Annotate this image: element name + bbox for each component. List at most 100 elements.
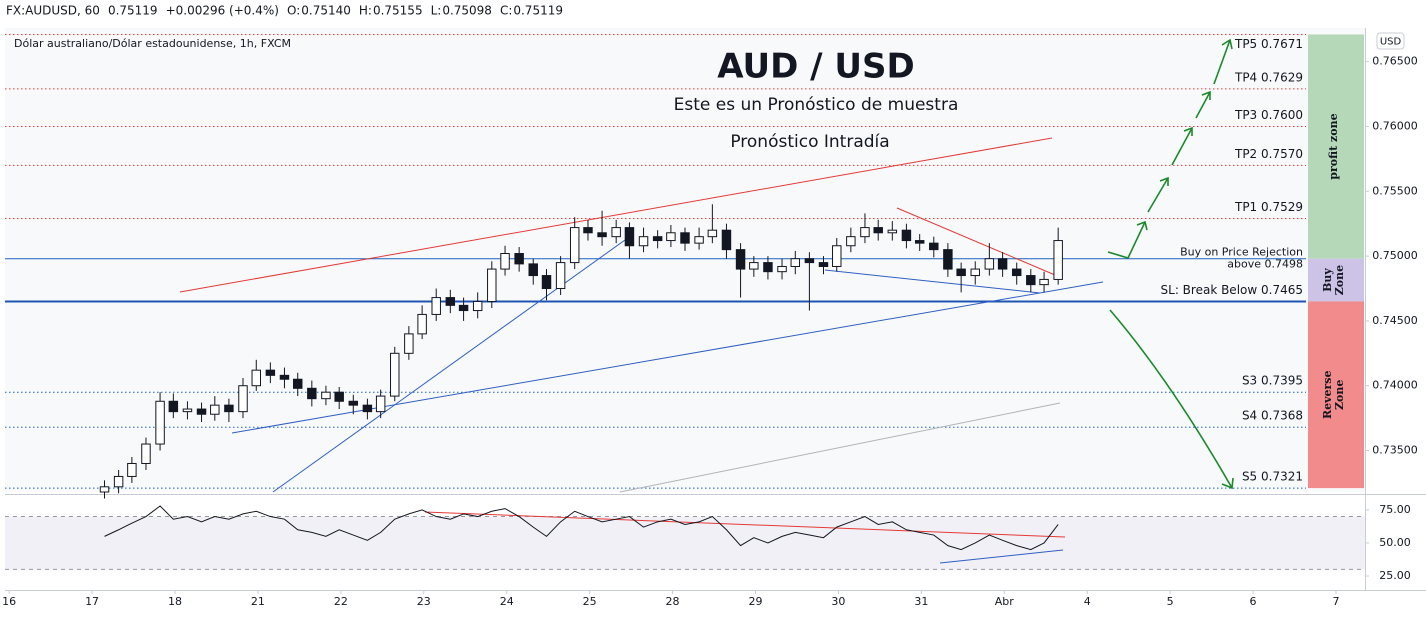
zone-label: Zone [1333, 380, 1346, 410]
candle-body [321, 391, 331, 400]
level-label: TP1 0.7529 [1234, 200, 1303, 214]
zone [1308, 301, 1364, 489]
x-tick-label: 28 [666, 595, 680, 608]
candle-body [1053, 240, 1063, 280]
chart-subtitle: Este es un Pronóstico de muestra [674, 95, 959, 115]
candle-body [458, 304, 469, 312]
arrow-head [1221, 477, 1234, 490]
level-label: S3 0.7395 [1242, 374, 1303, 388]
level-label: TP4 0.7629 [1234, 70, 1303, 84]
trendline [896, 207, 1056, 276]
candle-body [404, 333, 414, 354]
candle-body [445, 297, 456, 306]
y-tick-label: 0.75500 [1372, 184, 1418, 197]
price-change: +0.00296 (+0.4%) [166, 4, 279, 18]
candle-body [873, 227, 883, 234]
rsi-trendline [939, 549, 1064, 564]
x-tick-label: 5 [1167, 595, 1174, 608]
candle-body [887, 229, 898, 234]
candle-body [307, 387, 317, 400]
level-label: TP2 0.7570 [1234, 147, 1303, 161]
trendline [619, 402, 1061, 493]
x-tick-label: 6 [1250, 595, 1257, 608]
candle-body [155, 400, 165, 445]
candle-body [541, 275, 552, 290]
x-tick-label: 25 [583, 595, 597, 608]
trendline [824, 269, 1041, 294]
candle-body [914, 240, 925, 244]
x-tick-label: 18 [168, 595, 182, 608]
candle-body [168, 400, 179, 413]
candle-body [804, 258, 815, 264]
ohlc-label: L: [431, 4, 442, 18]
candle-body [721, 229, 732, 251]
currency-box[interactable] [1376, 32, 1405, 50]
candle-body [846, 236, 856, 247]
candle-body [652, 236, 663, 242]
x-tick-label: 24 [500, 595, 514, 608]
ohlc-label: O: [287, 4, 300, 18]
y-tick-label: 0.73500 [1372, 444, 1418, 457]
level-label: above 0.7498 [1227, 258, 1303, 271]
candle-body [638, 236, 649, 247]
candle-body [99, 486, 110, 493]
candle-body [362, 404, 373, 413]
currency-label[interactable]: USD [1380, 37, 1402, 48]
candle-body [390, 352, 400, 397]
level-label: TP3 0.7600 [1234, 108, 1303, 122]
candle-body [431, 297, 441, 315]
candle-body [777, 265, 787, 273]
candle-body [956, 268, 966, 277]
arrow-path [1147, 177, 1169, 213]
trendline [272, 239, 626, 493]
y-tick-label: 0.74500 [1372, 314, 1418, 327]
candle-body [348, 400, 359, 406]
candle-body [818, 262, 829, 267]
candle-body [970, 268, 980, 277]
candle-body [707, 229, 718, 238]
candle-body [860, 227, 870, 238]
y-tick-label: 0.76000 [1372, 120, 1418, 133]
x-tick-label: 29 [748, 595, 762, 608]
trendline [179, 137, 1053, 293]
candle-body [832, 245, 842, 267]
zone-label: Zone [1333, 265, 1346, 295]
candle-body [238, 385, 248, 413]
rsi-y-tick-label: 25.00 [1379, 569, 1411, 582]
level-label: S5 0.7321 [1242, 470, 1303, 484]
candle-body [251, 369, 261, 387]
candle-body [735, 249, 746, 270]
candle-body [597, 232, 607, 238]
ohlc-value: 0.75155 [373, 4, 423, 18]
forecast-arrows [1107, 38, 1234, 490]
candles-layer [99, 204, 1063, 551]
candle-body [196, 408, 207, 415]
candle-body [127, 462, 137, 477]
x-tick-label: 16 [2, 595, 16, 608]
candle-body [624, 227, 635, 247]
level-label: SL: Break Below 0.7465 [1161, 283, 1303, 297]
rsi-y-tick-label: 75.00 [1379, 503, 1411, 516]
level-note: Buy on Price Rejection [1180, 246, 1303, 259]
level-label: TP5 0.7671 [1234, 37, 1303, 51]
arrow-path [1195, 91, 1211, 119]
arrow-head [1183, 126, 1193, 136]
ohlc-value: 0.75119 [513, 4, 563, 18]
candle-body [666, 232, 676, 242]
candle-body [569, 227, 580, 264]
x-tick-label: 21 [251, 595, 265, 608]
candle-body [528, 263, 538, 277]
rsi-line [104, 505, 1059, 551]
candle-body [472, 300, 483, 312]
candle-body [293, 378, 303, 389]
x-tick-label: 31 [914, 595, 928, 608]
arrow-head [1136, 220, 1148, 231]
x-tick-label: 22 [334, 595, 348, 608]
arrow-path [1171, 127, 1193, 166]
candle-body [901, 229, 912, 242]
ohlc-value: 0.75140 [301, 4, 351, 18]
x-tick-label: Abr [995, 595, 1015, 608]
x-tick-label: 23 [417, 595, 431, 608]
candle-body [375, 395, 386, 413]
